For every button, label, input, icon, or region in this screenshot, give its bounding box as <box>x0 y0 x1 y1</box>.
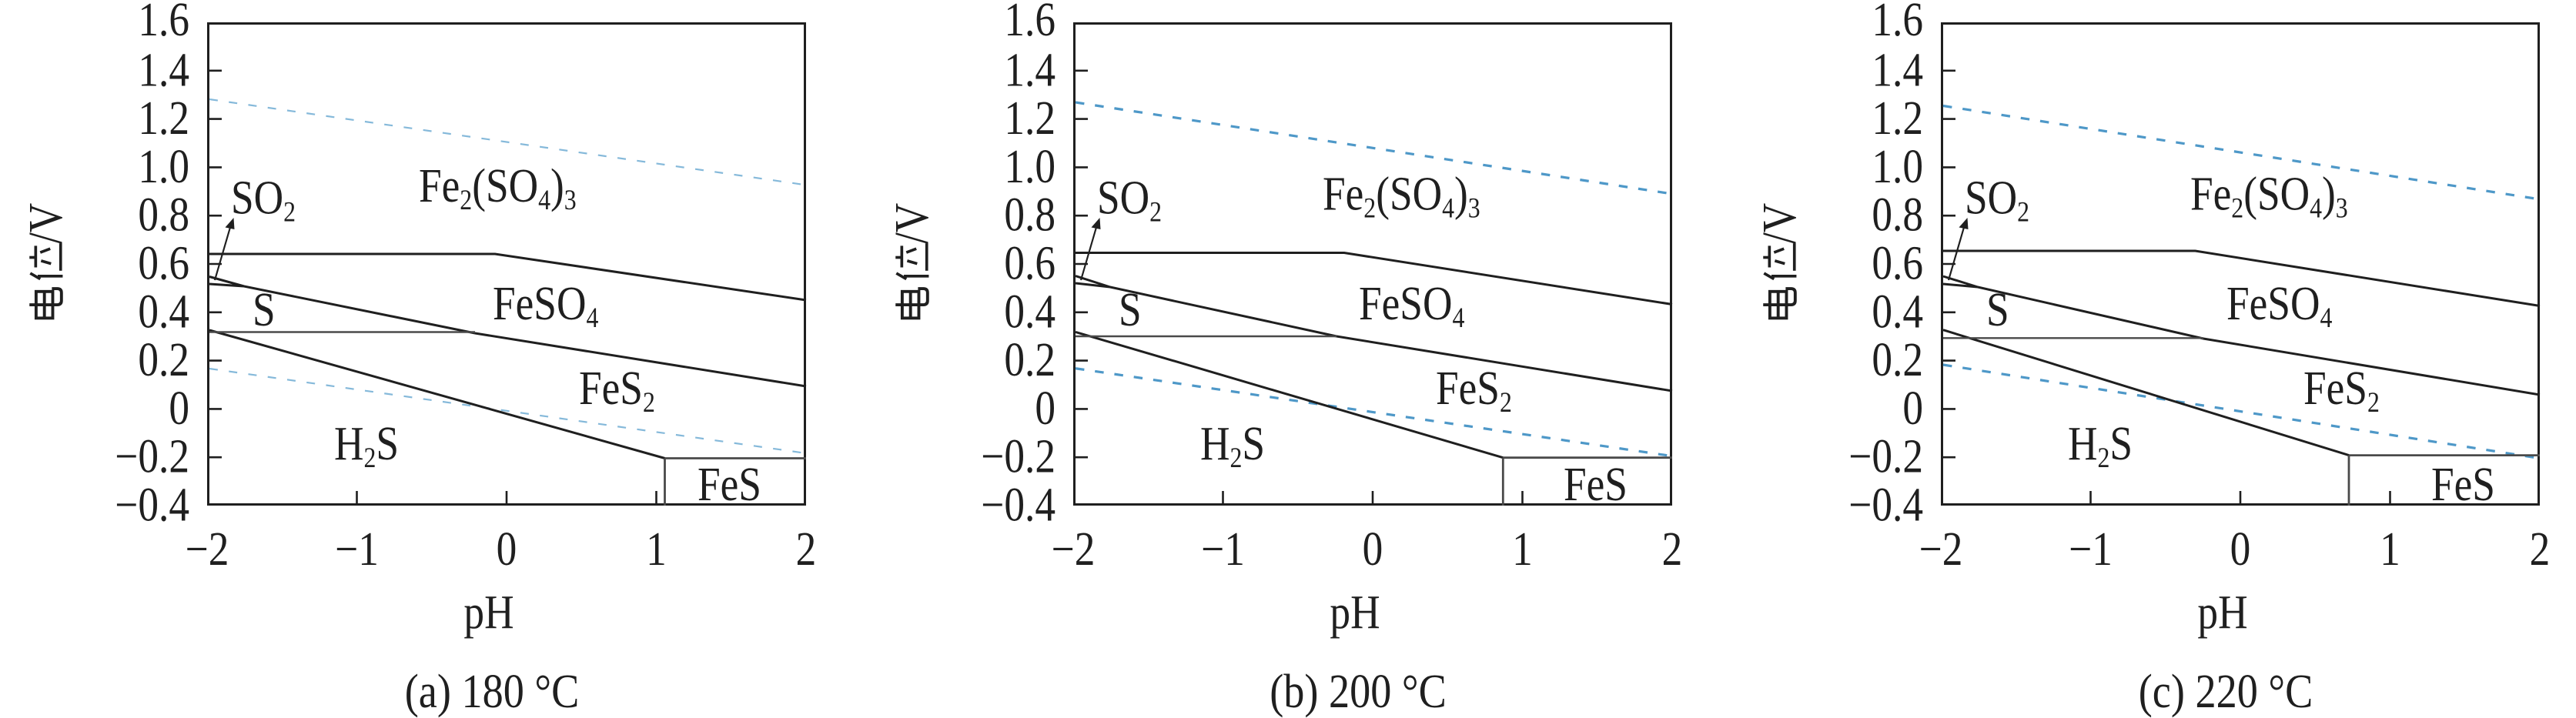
svg-text:1.6: 1.6 <box>1872 0 1923 46</box>
svg-text:/V: /V <box>1752 202 1806 244</box>
svg-text:/V: /V <box>18 202 72 244</box>
svg-text:1.6: 1.6 <box>1004 0 1055 46</box>
svg-text:Fe2(SO4)3: Fe2(SO4)3 <box>419 159 577 215</box>
svg-text:−0.2: −0.2 <box>115 429 189 483</box>
svg-text:FeS: FeS <box>1564 457 1628 511</box>
svg-text:0.2: 0.2 <box>138 332 189 386</box>
svg-text:FeS2: FeS2 <box>1436 361 1512 418</box>
svg-text:1.2: 1.2 <box>1004 91 1055 145</box>
svg-text:pH: pH <box>2197 585 2247 639</box>
svg-text:−2: −2 <box>186 522 229 576</box>
svg-text:0.8: 0.8 <box>138 188 189 242</box>
svg-text:0.6: 0.6 <box>138 236 189 290</box>
svg-text:0: 0 <box>169 381 189 435</box>
svg-text:1.0: 1.0 <box>1872 139 1923 193</box>
svg-text:−1: −1 <box>1201 522 1245 576</box>
svg-text:−0.2: −0.2 <box>981 429 1055 483</box>
svg-text:S: S <box>1119 282 1142 336</box>
svg-text:0.4: 0.4 <box>1872 285 1923 339</box>
svg-text:0.8: 0.8 <box>1004 188 1055 242</box>
svg-text:pH: pH <box>463 585 514 639</box>
svg-text:−0.4: −0.4 <box>1848 478 1923 532</box>
svg-text:−2: −2 <box>1052 522 1096 576</box>
svg-text:0: 0 <box>2230 522 2251 576</box>
svg-text:S: S <box>1986 282 2009 336</box>
svg-text:/V: /V <box>885 202 938 244</box>
svg-text:1.0: 1.0 <box>138 139 189 193</box>
svg-text:1.0: 1.0 <box>1004 139 1055 193</box>
svg-text:0.6: 0.6 <box>1004 236 1055 290</box>
svg-text:FeSO4: FeSO4 <box>1359 276 1464 333</box>
svg-text:1: 1 <box>646 522 667 576</box>
svg-text:1: 1 <box>1512 522 1533 576</box>
svg-text:−0.4: −0.4 <box>115 478 189 532</box>
svg-text:FeS: FeS <box>2431 457 2495 511</box>
svg-text:FeS2: FeS2 <box>579 361 655 418</box>
svg-text:−0.2: −0.2 <box>1848 429 1923 483</box>
svg-text:0: 0 <box>1035 381 1055 435</box>
svg-text:2: 2 <box>2530 522 2551 576</box>
svg-text:S: S <box>253 282 276 336</box>
svg-text:FeS: FeS <box>698 457 761 511</box>
svg-text:0: 0 <box>1902 381 1923 435</box>
svg-text:FeSO4: FeSO4 <box>493 276 598 333</box>
svg-text:H2S: H2S <box>334 416 399 473</box>
svg-text:(c) 220 °C: (c) 220 °C <box>2139 665 2313 718</box>
svg-text:0.8: 0.8 <box>1872 188 1923 242</box>
svg-text:pH: pH <box>1330 585 1380 639</box>
svg-text:1.4: 1.4 <box>138 43 189 97</box>
svg-text:1.2: 1.2 <box>138 91 189 145</box>
svg-text:−1: −1 <box>2069 522 2113 576</box>
svg-text:1.2: 1.2 <box>1872 91 1923 145</box>
svg-text:0.6: 0.6 <box>1872 236 1923 290</box>
svg-text:2: 2 <box>1662 522 1683 576</box>
svg-text:1: 1 <box>2380 522 2400 576</box>
svg-text:1.4: 1.4 <box>1004 43 1055 97</box>
svg-text:0.2: 0.2 <box>1872 332 1923 386</box>
svg-text:FeSO4: FeSO4 <box>2226 276 2332 333</box>
svg-text:1.4: 1.4 <box>1872 43 1923 97</box>
svg-text:H2S: H2S <box>2068 416 2133 473</box>
svg-text:−2: −2 <box>1919 522 1963 576</box>
svg-text:Fe2(SO4)3: Fe2(SO4)3 <box>2190 167 2348 224</box>
svg-text:0.4: 0.4 <box>1004 285 1055 339</box>
svg-text:(b) 200 °C: (b) 200 °C <box>1270 665 1447 718</box>
svg-text:Fe2(SO4)3: Fe2(SO4)3 <box>1323 167 1480 224</box>
svg-text:0.4: 0.4 <box>138 285 189 339</box>
svg-text:1.6: 1.6 <box>138 0 189 46</box>
svg-text:2: 2 <box>796 522 817 576</box>
svg-text:0.2: 0.2 <box>1004 332 1055 386</box>
svg-text:FeS2: FeS2 <box>2303 361 2380 418</box>
svg-text:−1: −1 <box>335 522 379 576</box>
svg-text:SO2: SO2 <box>231 171 296 228</box>
svg-text:0: 0 <box>497 522 517 576</box>
svg-text:−0.4: −0.4 <box>981 478 1055 532</box>
svg-text:0: 0 <box>1363 522 1383 576</box>
svg-text:(a) 180 °C: (a) 180 °C <box>405 665 580 718</box>
